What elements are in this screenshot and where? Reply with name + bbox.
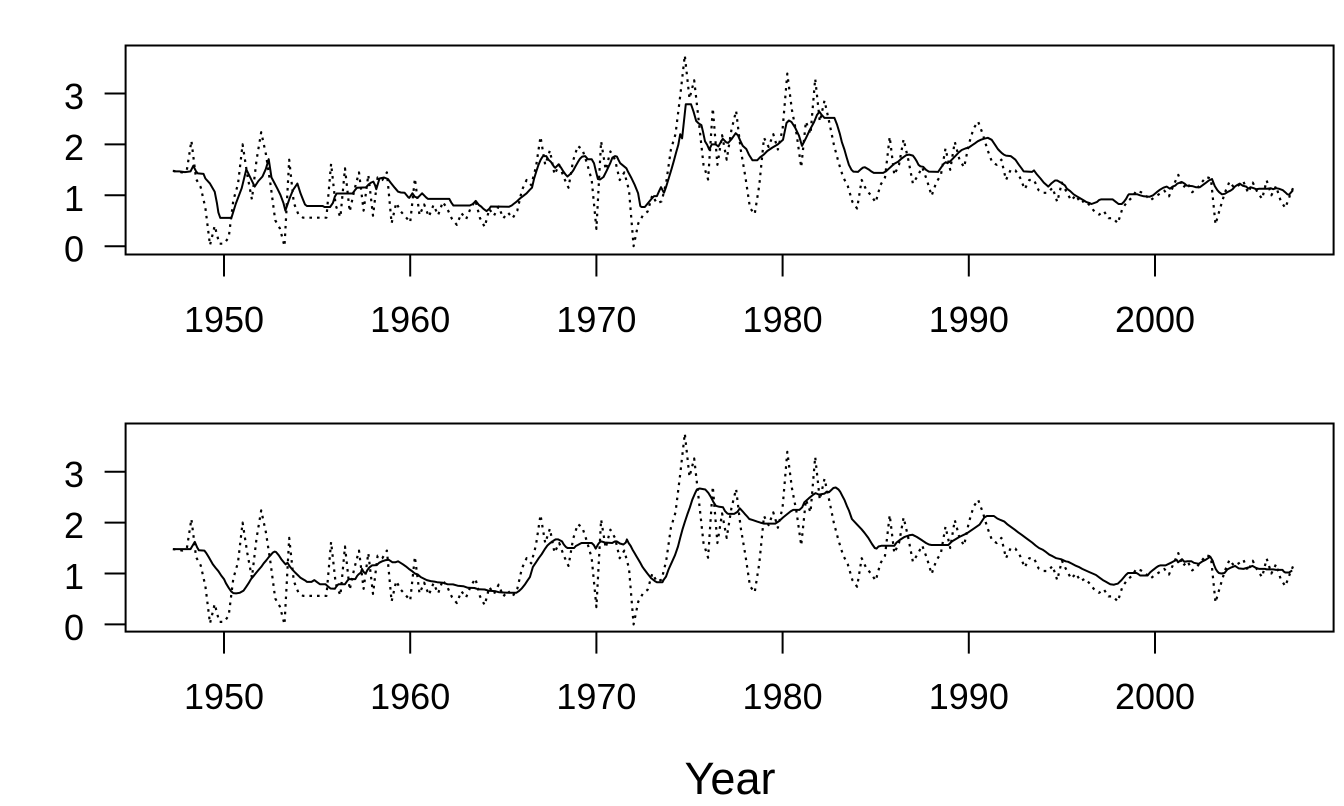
svg-text:1990: 1990 (929, 676, 1009, 717)
svg-text:1: 1 (64, 556, 84, 597)
svg-text:2: 2 (64, 127, 84, 168)
svg-text:0: 0 (64, 607, 84, 648)
svg-text:0: 0 (64, 229, 84, 270)
svg-text:1980: 1980 (743, 676, 823, 717)
svg-text:1950: 1950 (184, 676, 264, 717)
svg-text:2: 2 (64, 505, 84, 546)
svg-text:2000: 2000 (1115, 299, 1195, 340)
svg-text:1960: 1960 (370, 676, 450, 717)
svg-text:1970: 1970 (556, 299, 636, 340)
svg-text:1: 1 (64, 178, 84, 219)
svg-text:Year: Year (685, 753, 776, 804)
svg-text:1980: 1980 (743, 299, 823, 340)
svg-text:1950: 1950 (184, 299, 264, 340)
svg-text:1970: 1970 (556, 676, 636, 717)
svg-text:1990: 1990 (929, 299, 1009, 340)
svg-text:2000: 2000 (1115, 676, 1195, 717)
svg-text:1960: 1960 (370, 299, 450, 340)
svg-text:3: 3 (64, 76, 84, 117)
svg-text:3: 3 (64, 454, 84, 495)
